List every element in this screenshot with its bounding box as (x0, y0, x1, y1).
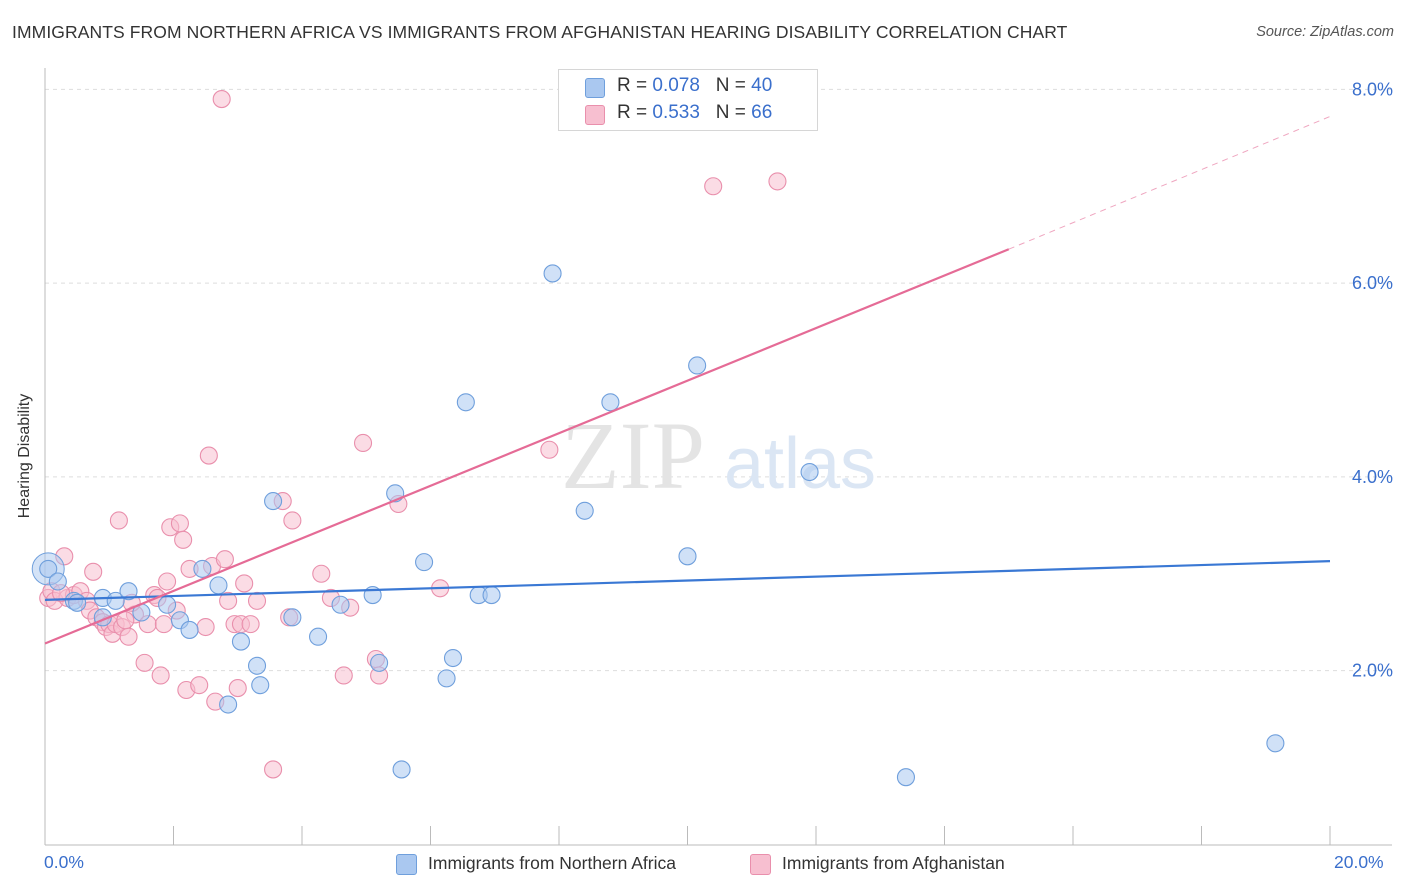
afghanistan-point-35 (196, 617, 215, 637)
legend-blue-n-value: 40 (751, 75, 773, 96)
afghanistan-point-26 (154, 615, 173, 634)
afghanistan-point-47 (264, 760, 283, 779)
northern-africa-point-33 (601, 393, 620, 412)
legend-pink-n-value: 66 (751, 102, 773, 123)
trend-line-afghanistan (44, 248, 1010, 645)
northern-africa-point-39 (68, 593, 87, 612)
legend-blue-r-value: 0.078 (652, 75, 700, 96)
legend-pink-r-label: R = (617, 102, 653, 123)
afghanistan-point-63 (212, 90, 231, 109)
correlation-legend: R = 0.078 N = 40 R = 0.533 N = 66 (558, 69, 818, 131)
northern-africa-point-18 (283, 608, 302, 627)
series-legend-swatch-pink (750, 854, 771, 875)
afghanistan-point-65 (116, 611, 135, 630)
y-tick-label-8: 8.0% (1352, 79, 1393, 99)
afghanistan-point-9 (84, 562, 103, 581)
legend-blue-n-label: N = (715, 75, 752, 96)
northern-africa-point-32 (575, 501, 594, 520)
gridlines (45, 88, 1392, 672)
northern-africa-point-11 (193, 559, 212, 578)
northern-africa-point-14 (231, 632, 251, 651)
northern-africa-point-24 (392, 760, 411, 779)
northern-africa-point-15 (247, 656, 267, 675)
series-legend-label-northern-africa: Immigrants from Northern Africa (428, 853, 676, 873)
afghanistan-point-42 (228, 679, 247, 698)
northern-africa-point-36 (800, 462, 819, 482)
chart-title: IMMIGRANTS FROM NORTHERN AFRICA VS IMMIG… (12, 22, 1068, 42)
northern-africa-point-37 (896, 768, 916, 787)
northern-africa-point-5 (119, 582, 138, 601)
northern-africa-point-13 (219, 695, 238, 714)
northern-africa-point-27 (443, 648, 463, 668)
afghanistan-point-25 (151, 666, 170, 685)
legend-blue-r-label: R = (617, 75, 653, 96)
legend-pink-n-label: N = (715, 102, 752, 123)
northern-africa-point-28 (456, 393, 475, 412)
afghanistan-point-61 (704, 177, 723, 196)
afghanistan-point-34 (190, 676, 209, 695)
watermark-atlas: atlas (724, 424, 876, 504)
northern-africa-point-19 (309, 627, 328, 646)
northern-africa-point-38 (1266, 734, 1285, 753)
northern-africa-point-31 (543, 264, 562, 283)
legend-swatch-blue (585, 78, 605, 98)
watermark-zip: ZIP (561, 402, 705, 509)
legend-pink-r-value: 0.533 (652, 102, 700, 123)
y-tick-label-2: 2.0% (1352, 661, 1393, 681)
afghanistan-point-40 (219, 591, 238, 610)
afghanistan-point-51 (312, 564, 331, 583)
northern-africa-point-10 (180, 620, 199, 639)
northern-africa-point-0 (39, 559, 58, 578)
northern-africa-point-16 (251, 676, 270, 695)
northern-africa-point-34 (678, 547, 697, 566)
legend-swatch-pink (585, 105, 605, 125)
northern-africa-point-25 (415, 553, 434, 572)
afghanistan-point-46 (247, 591, 267, 610)
afghanistan-point-50 (283, 511, 302, 530)
x-tick-label-min: 0.0% (44, 852, 84, 872)
northern-africa-point-20 (331, 595, 350, 614)
y-tick-label-4: 4.0% (1352, 467, 1393, 487)
afghanistan-point-45 (241, 615, 260, 634)
afghanistan-point-36 (199, 446, 218, 465)
northern-africa-point-12 (209, 576, 228, 595)
northern-africa-point-1 (48, 572, 67, 591)
axes (44, 68, 1392, 846)
afghanistan-point-55 (353, 433, 373, 453)
northern-africa-point-30 (482, 586, 501, 605)
trend-lines (44, 116, 1331, 645)
series-legend-label-afghanistan: Immigrants from Afghanistan (782, 853, 1005, 873)
northern-africa-point-17 (264, 492, 283, 511)
series-northern-africa-points (31, 264, 1285, 787)
afghanistan-point-16 (109, 511, 128, 530)
series-legend-swatch-blue (396, 854, 417, 875)
afghanistan-point-39 (215, 550, 234, 569)
trend-line-northern-africa (44, 560, 1331, 602)
afghanistan-point-62 (768, 172, 787, 191)
afghanistan-point-60 (540, 440, 559, 459)
afghanistan-point-18 (119, 627, 138, 646)
northern-africa-point-26 (437, 669, 456, 688)
northern-africa-point-35 (688, 356, 707, 375)
afghanistan-point-44 (235, 574, 254, 593)
y-axis-label: Hearing Disability (16, 393, 33, 519)
y-tick-labels: 2.0% 4.0% 6.0% 8.0% (1352, 79, 1393, 680)
afghanistan-point-27 (158, 572, 177, 591)
afghanistan-point-21 (135, 653, 154, 672)
northern-africa-point-22 (370, 653, 389, 672)
afghanistan-point-53 (334, 666, 353, 685)
trend-line-afghanistan-extension (1008, 116, 1331, 250)
y-tick-label-6: 6.0% (1352, 273, 1393, 293)
source-label: Source: ZipAtlas.com (1256, 24, 1394, 40)
afghanistan-point-30 (170, 514, 189, 533)
northern-africa-point-8 (158, 595, 177, 614)
afghanistan-point-31 (174, 530, 193, 549)
x-tick-label-max: 20.0% (1334, 852, 1384, 872)
